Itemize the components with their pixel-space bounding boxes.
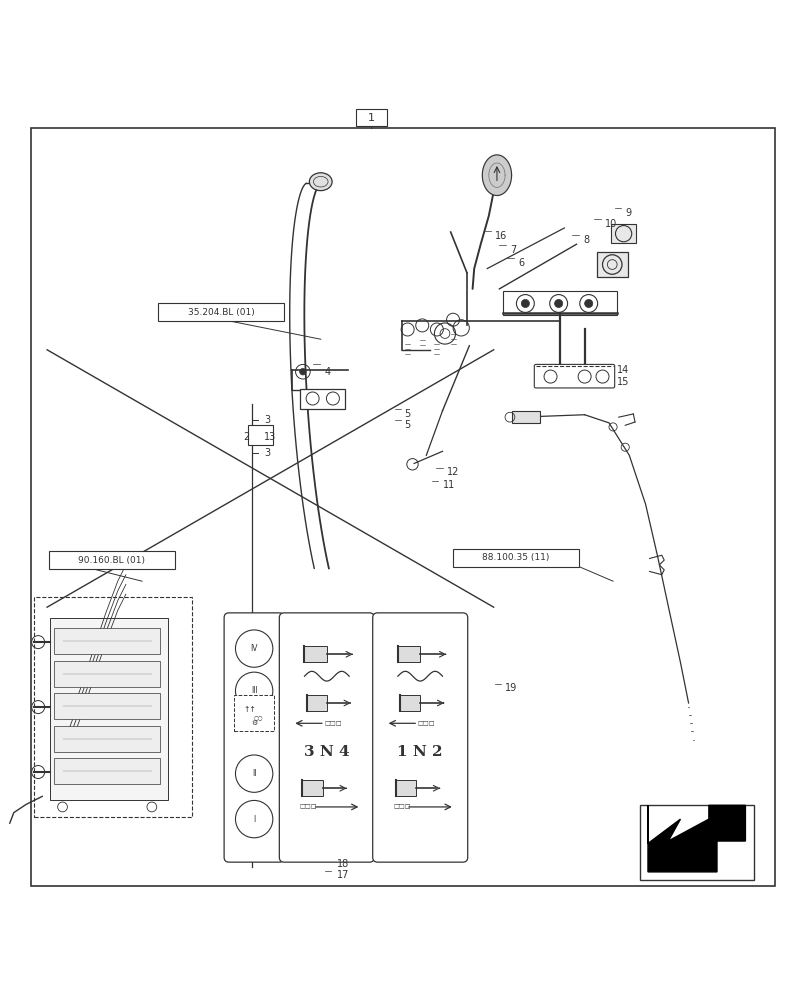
Text: □□□: □□□ <box>418 721 435 726</box>
Bar <box>234 695 274 731</box>
Text: 11: 11 <box>442 480 454 490</box>
Text: 14: 14 <box>616 365 629 375</box>
Bar <box>302 780 322 796</box>
Text: 1: 1 <box>367 113 374 123</box>
Text: 3 N 4: 3 N 4 <box>303 745 350 759</box>
Text: 35.204.BL (01): 35.204.BL (01) <box>187 308 255 317</box>
Bar <box>306 695 326 711</box>
Text: 15: 15 <box>616 377 629 387</box>
Bar <box>54 758 160 784</box>
Polygon shape <box>482 155 511 195</box>
Text: ○○: ○○ <box>253 715 263 720</box>
Text: □□□: □□□ <box>393 804 410 809</box>
Text: 9: 9 <box>624 208 631 218</box>
Bar <box>248 425 272 445</box>
Text: 3: 3 <box>264 448 270 458</box>
Text: 17: 17 <box>337 870 349 880</box>
Bar <box>511 411 539 423</box>
FancyBboxPatch shape <box>372 613 467 862</box>
FancyBboxPatch shape <box>534 364 614 388</box>
Text: 19: 19 <box>504 683 517 693</box>
Circle shape <box>521 299 529 308</box>
Text: 88.100.35 (11): 88.100.35 (11) <box>482 553 549 562</box>
Text: 3: 3 <box>264 415 270 425</box>
Bar <box>49 551 174 569</box>
Bar <box>397 646 420 662</box>
Text: 1 N 2: 1 N 2 <box>397 745 443 759</box>
Bar <box>34 597 192 817</box>
FancyBboxPatch shape <box>224 613 284 862</box>
Text: 10: 10 <box>604 219 616 229</box>
Text: □□□: □□□ <box>324 721 341 726</box>
Polygon shape <box>647 805 744 872</box>
Bar <box>639 805 753 880</box>
Text: ↑↑: ↑↑ <box>243 705 256 714</box>
Text: I: I <box>253 815 255 824</box>
Text: 16: 16 <box>495 231 507 241</box>
Bar <box>611 224 635 243</box>
Text: 12: 12 <box>446 467 458 477</box>
Text: 6: 6 <box>517 258 524 268</box>
Text: 8: 8 <box>582 235 589 245</box>
Circle shape <box>554 299 562 308</box>
Bar <box>54 628 160 654</box>
Text: 18: 18 <box>337 859 349 869</box>
Text: 7: 7 <box>509 245 516 255</box>
Text: 5: 5 <box>404 409 410 419</box>
Text: 5: 5 <box>404 420 410 430</box>
Text: 2: 2 <box>243 432 250 442</box>
Text: II: II <box>251 769 256 778</box>
Text: 4: 4 <box>324 367 331 377</box>
Bar <box>54 693 160 719</box>
Text: ⚙: ⚙ <box>251 720 257 726</box>
Bar <box>54 726 160 752</box>
Bar <box>300 389 345 409</box>
Bar <box>596 252 627 277</box>
Bar <box>50 618 168 800</box>
Circle shape <box>299 368 306 375</box>
Bar <box>158 303 284 321</box>
Bar <box>396 780 416 796</box>
Bar <box>355 109 386 126</box>
Text: III: III <box>251 686 257 695</box>
Bar <box>400 695 420 711</box>
Text: 90.160.BL (01): 90.160.BL (01) <box>78 556 145 565</box>
Text: IV: IV <box>250 644 258 653</box>
Bar <box>453 549 578 567</box>
Bar <box>304 646 326 662</box>
Bar <box>503 291 616 315</box>
Circle shape <box>584 299 592 308</box>
Ellipse shape <box>309 173 332 191</box>
FancyBboxPatch shape <box>279 613 374 862</box>
Text: 13: 13 <box>264 432 276 442</box>
Bar <box>54 661 160 687</box>
Text: □□□: □□□ <box>299 804 317 809</box>
